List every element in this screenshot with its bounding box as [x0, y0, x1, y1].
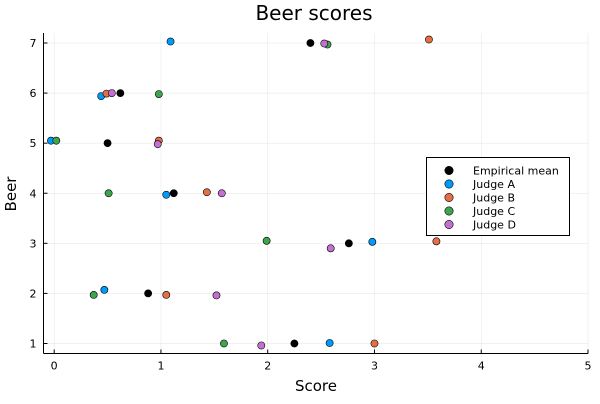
point-series-1-beer-7 [166, 37, 175, 46]
y-tick-label: 3 [30, 237, 37, 250]
data-points [47, 35, 441, 350]
y-tick-label: 7 [30, 37, 37, 50]
legend-label: Judge A [472, 178, 515, 191]
point-series-0-beer-7 [306, 39, 315, 47]
legend-marker [444, 179, 454, 189]
legend-label: Judge C [472, 205, 515, 218]
point-series-1-beer-2 [100, 286, 109, 294]
point-series-3-beer-4 [104, 189, 113, 198]
point-series-3-beer-6 [154, 90, 163, 98]
legend-marker [444, 220, 454, 230]
point-series-0-beer-5 [103, 139, 112, 148]
legend-marker [444, 166, 454, 176]
point-series-4-beer-2 [212, 291, 221, 300]
point-series-2-beer-4 [202, 188, 211, 197]
legend-marker [444, 206, 454, 216]
legend-label: Judge B [472, 192, 515, 205]
point-series-4-beer-6 [107, 89, 116, 97]
y-tick-label: 5 [30, 137, 37, 150]
point-series-3-beer-5 [52, 136, 61, 145]
x-tick-label: 3 [371, 360, 378, 373]
point-series-2-beer-3 [432, 237, 441, 246]
point-series-2-beer-2 [162, 291, 171, 299]
y-tick-label: 1 [30, 337, 37, 350]
point-series-4-beer-1 [257, 341, 266, 350]
x-tick-label: 1 [157, 360, 164, 373]
point-series-4-beer-4 [217, 189, 226, 198]
x-tick-label: 4 [478, 360, 485, 373]
y-tick-label: 6 [30, 87, 37, 100]
y-tick-label: 2 [30, 287, 37, 300]
y-axis-label: Beer [2, 176, 20, 212]
x-tick-label: 2 [264, 360, 271, 373]
point-series-2-beer-7 [425, 35, 433, 44]
point-series-3-beer-1 [220, 339, 228, 348]
y-ticks: 1 2 3 4 5 6 7 [30, 37, 48, 350]
point-series-0-beer-4 [169, 189, 178, 198]
x-axis-label: Score [295, 377, 337, 395]
point-series-0-beer-1 [290, 339, 299, 348]
legend-label: Empirical mean [473, 165, 559, 178]
chart-title: Beer scores [255, 1, 372, 25]
point-series-3-beer-3 [262, 236, 271, 245]
y-tick-label: 4 [30, 187, 37, 200]
x-tick-label: 0 [51, 360, 58, 373]
point-series-2-beer-1 [370, 339, 379, 348]
point-series-1-beer-3 [368, 237, 377, 246]
point-series-0-beer-6 [116, 89, 125, 97]
point-series-1-beer-4 [162, 190, 171, 199]
x-tick-label: 5 [585, 360, 592, 373]
point-series-0-beer-2 [144, 289, 153, 298]
legend-marker [444, 193, 454, 203]
legend-label: Judge D [472, 219, 516, 232]
point-series-4-beer-7 [320, 39, 329, 48]
point-series-0-beer-3 [344, 239, 353, 248]
point-series-4-beer-5 [153, 140, 162, 149]
point-series-3-beer-2 [89, 291, 98, 299]
point-series-1-beer-1 [325, 339, 334, 347]
x-ticks: 0 1 2 3 4 5 [51, 349, 592, 373]
point-series-4-beer-3 [326, 244, 335, 253]
